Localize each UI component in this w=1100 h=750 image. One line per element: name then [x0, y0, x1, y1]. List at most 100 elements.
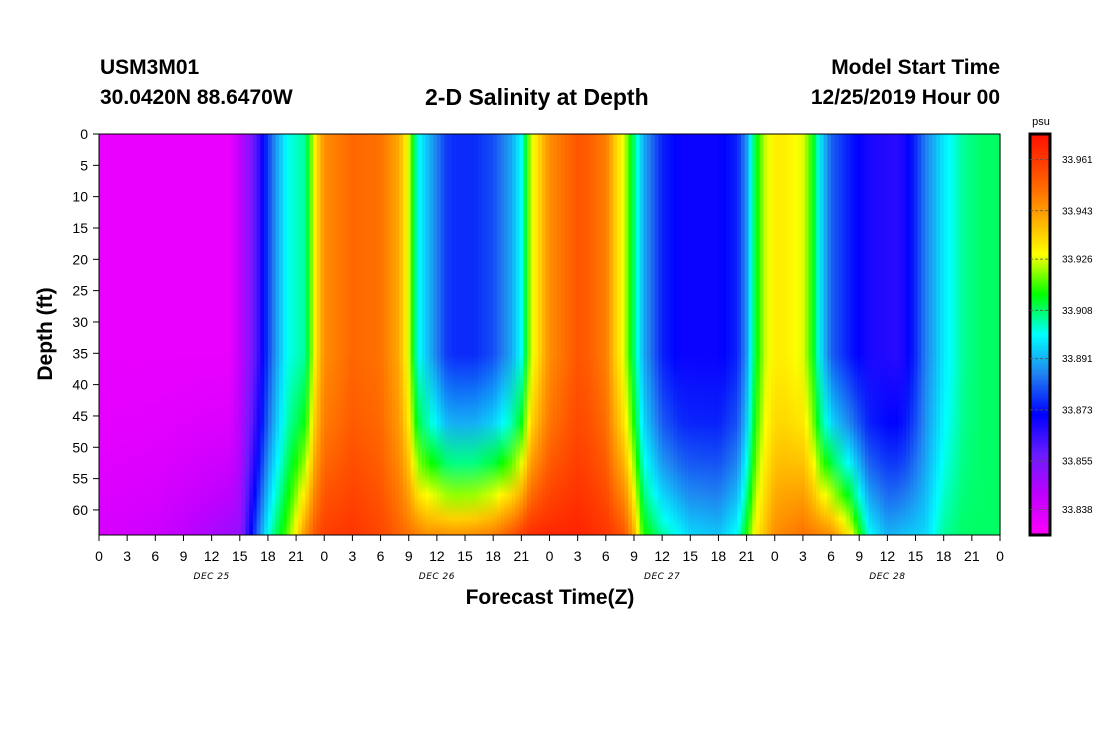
heatmap-column	[275, 134, 280, 535]
heatmap-column	[812, 134, 817, 535]
heatmap-column	[988, 134, 994, 535]
heatmap-column	[523, 134, 528, 535]
heatmap-column	[917, 134, 922, 535]
heatmap-column	[459, 134, 464, 535]
x-tick-label: 21	[514, 548, 530, 564]
heatmap-column	[271, 134, 277, 535]
heatmap-column	[241, 134, 247, 535]
heatmap-column	[939, 134, 945, 535]
x-tick-label: 0	[320, 548, 328, 564]
heatmap-column	[237, 134, 243, 535]
x-tick-label: 15	[682, 548, 698, 564]
heatmap-column	[312, 134, 318, 535]
heatmap-column	[831, 134, 836, 535]
y-axis: 0 5 10 15 20 25 30 35 40 45 50 55 60	[72, 126, 99, 518]
heatmap-column	[282, 134, 288, 535]
heatmap-column	[388, 134, 393, 535]
heatmap-column	[335, 134, 340, 535]
x-tick-label: 3	[574, 548, 582, 564]
heatmap-column	[403, 134, 408, 535]
y-tick-label: 55	[72, 471, 88, 487]
heatmap-column	[755, 134, 761, 535]
heatmap-column	[936, 134, 941, 535]
heatmap-column	[838, 134, 843, 535]
heatmap-column	[898, 134, 903, 535]
colorbar-unit: psu	[1032, 116, 1050, 128]
x-tick-label: 3	[799, 548, 807, 564]
heatmap-column	[316, 134, 322, 535]
heatmap-column	[429, 134, 434, 535]
heatmap-column	[489, 134, 494, 535]
x-tick-label: 6	[602, 548, 610, 564]
heatmap-column	[485, 134, 491, 535]
heatmap-column	[894, 134, 900, 535]
heatmap-column	[909, 134, 915, 535]
colorbar-tick-label: 33.873	[1062, 405, 1093, 416]
heatmap-column	[819, 134, 825, 535]
model-start-value: 12/25/2019 Hour 00	[810, 86, 1000, 109]
heatmap-column	[692, 134, 697, 535]
heatmap-column	[879, 134, 885, 535]
heatmap-column	[786, 134, 791, 535]
heatmap-column	[816, 134, 821, 535]
heatmap-column	[643, 134, 648, 535]
colorbar-tick-label: 33.926	[1062, 255, 1093, 266]
heatmap-column	[793, 134, 798, 535]
heatmap-column	[954, 134, 960, 535]
y-tick-label: 0	[80, 126, 88, 142]
heatmap-column	[962, 134, 967, 535]
heatmap-column	[121, 134, 126, 535]
y-tick-label: 15	[72, 220, 88, 236]
x-date-labels: DEC 25 DEC 26 DEC 27 DEC 28	[194, 572, 905, 582]
heatmap-column	[932, 134, 937, 535]
x-tick-label: 12	[880, 548, 896, 564]
x-tick-label: 3	[349, 548, 357, 564]
x-tick-label: 9	[630, 548, 638, 564]
heatmap-column	[354, 134, 359, 535]
heatmap-column	[752, 134, 757, 535]
x-tick-label: 6	[377, 548, 385, 564]
heatmap-column	[496, 134, 502, 535]
heatmap-column	[789, 134, 795, 535]
heatmap-column	[301, 134, 307, 535]
heatmap-column	[680, 134, 686, 535]
heatmap-column	[530, 134, 536, 535]
x-tick-label: 15	[232, 548, 248, 564]
heatmap-column	[827, 134, 832, 535]
heatmap-column	[451, 134, 457, 535]
heatmap-column	[729, 134, 735, 535]
heatmap-column	[613, 134, 618, 535]
heatmap-column	[177, 134, 183, 535]
heatmap-column	[947, 134, 952, 535]
heatmap-column	[579, 134, 584, 535]
heatmap-column	[159, 134, 164, 535]
heatmap-column	[628, 134, 633, 535]
heatmap-column	[617, 134, 622, 535]
heatmap-column	[425, 134, 430, 535]
heatmap-column	[140, 134, 145, 535]
heatmap-column	[534, 134, 539, 535]
heatmap-column	[804, 134, 810, 535]
heatmap-column	[602, 134, 607, 535]
heatmap-column	[647, 134, 652, 535]
y-tick-label: 25	[72, 283, 88, 299]
heatmap-column	[358, 134, 363, 535]
heatmap-column	[658, 134, 663, 535]
heatmap-column	[774, 134, 780, 535]
heatmap-column	[526, 134, 532, 535]
heatmap-column	[549, 134, 554, 535]
heatmap-column	[290, 134, 295, 535]
heatmap-column	[992, 134, 997, 535]
heatmap-column	[639, 134, 644, 535]
heatmap-column	[395, 134, 400, 535]
heatmap-column	[245, 134, 250, 535]
station-id: USM3M01	[100, 56, 200, 79]
heatmap-column	[331, 134, 337, 535]
colorbar-tick-label: 33.855	[1062, 457, 1093, 468]
x-date-label: DEC 27	[644, 572, 680, 582]
heatmap-column	[444, 134, 449, 535]
heatmap-column	[921, 134, 926, 535]
heatmap-column	[913, 134, 918, 535]
heatmap-column	[620, 134, 626, 535]
heatmap-column	[399, 134, 404, 535]
